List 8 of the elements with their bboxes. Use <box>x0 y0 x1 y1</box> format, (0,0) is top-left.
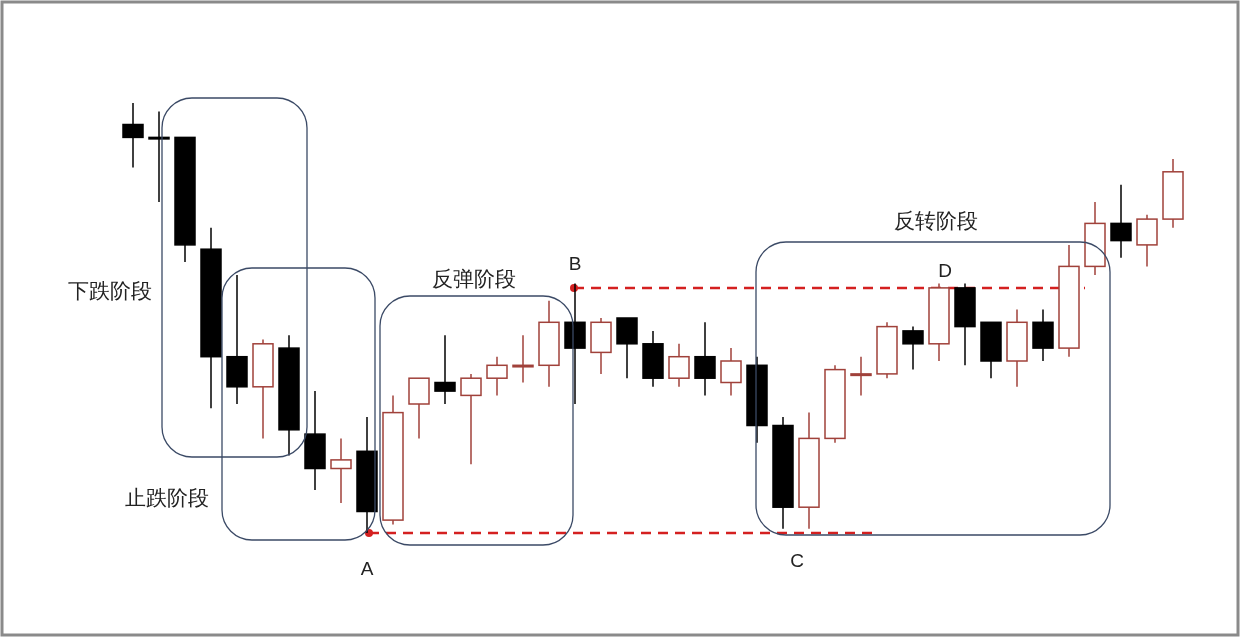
annotation: B <box>568 253 582 274</box>
annotation: 反转阶段 <box>894 209 978 232</box>
annotation: 反弹阶段 <box>432 267 516 290</box>
annotation: 止跌阶段 <box>125 486 209 509</box>
text: C <box>790 550 804 571</box>
annotation: 下跌阶段 <box>68 279 152 302</box>
annotation: D <box>938 260 952 281</box>
text: A <box>360 558 374 579</box>
